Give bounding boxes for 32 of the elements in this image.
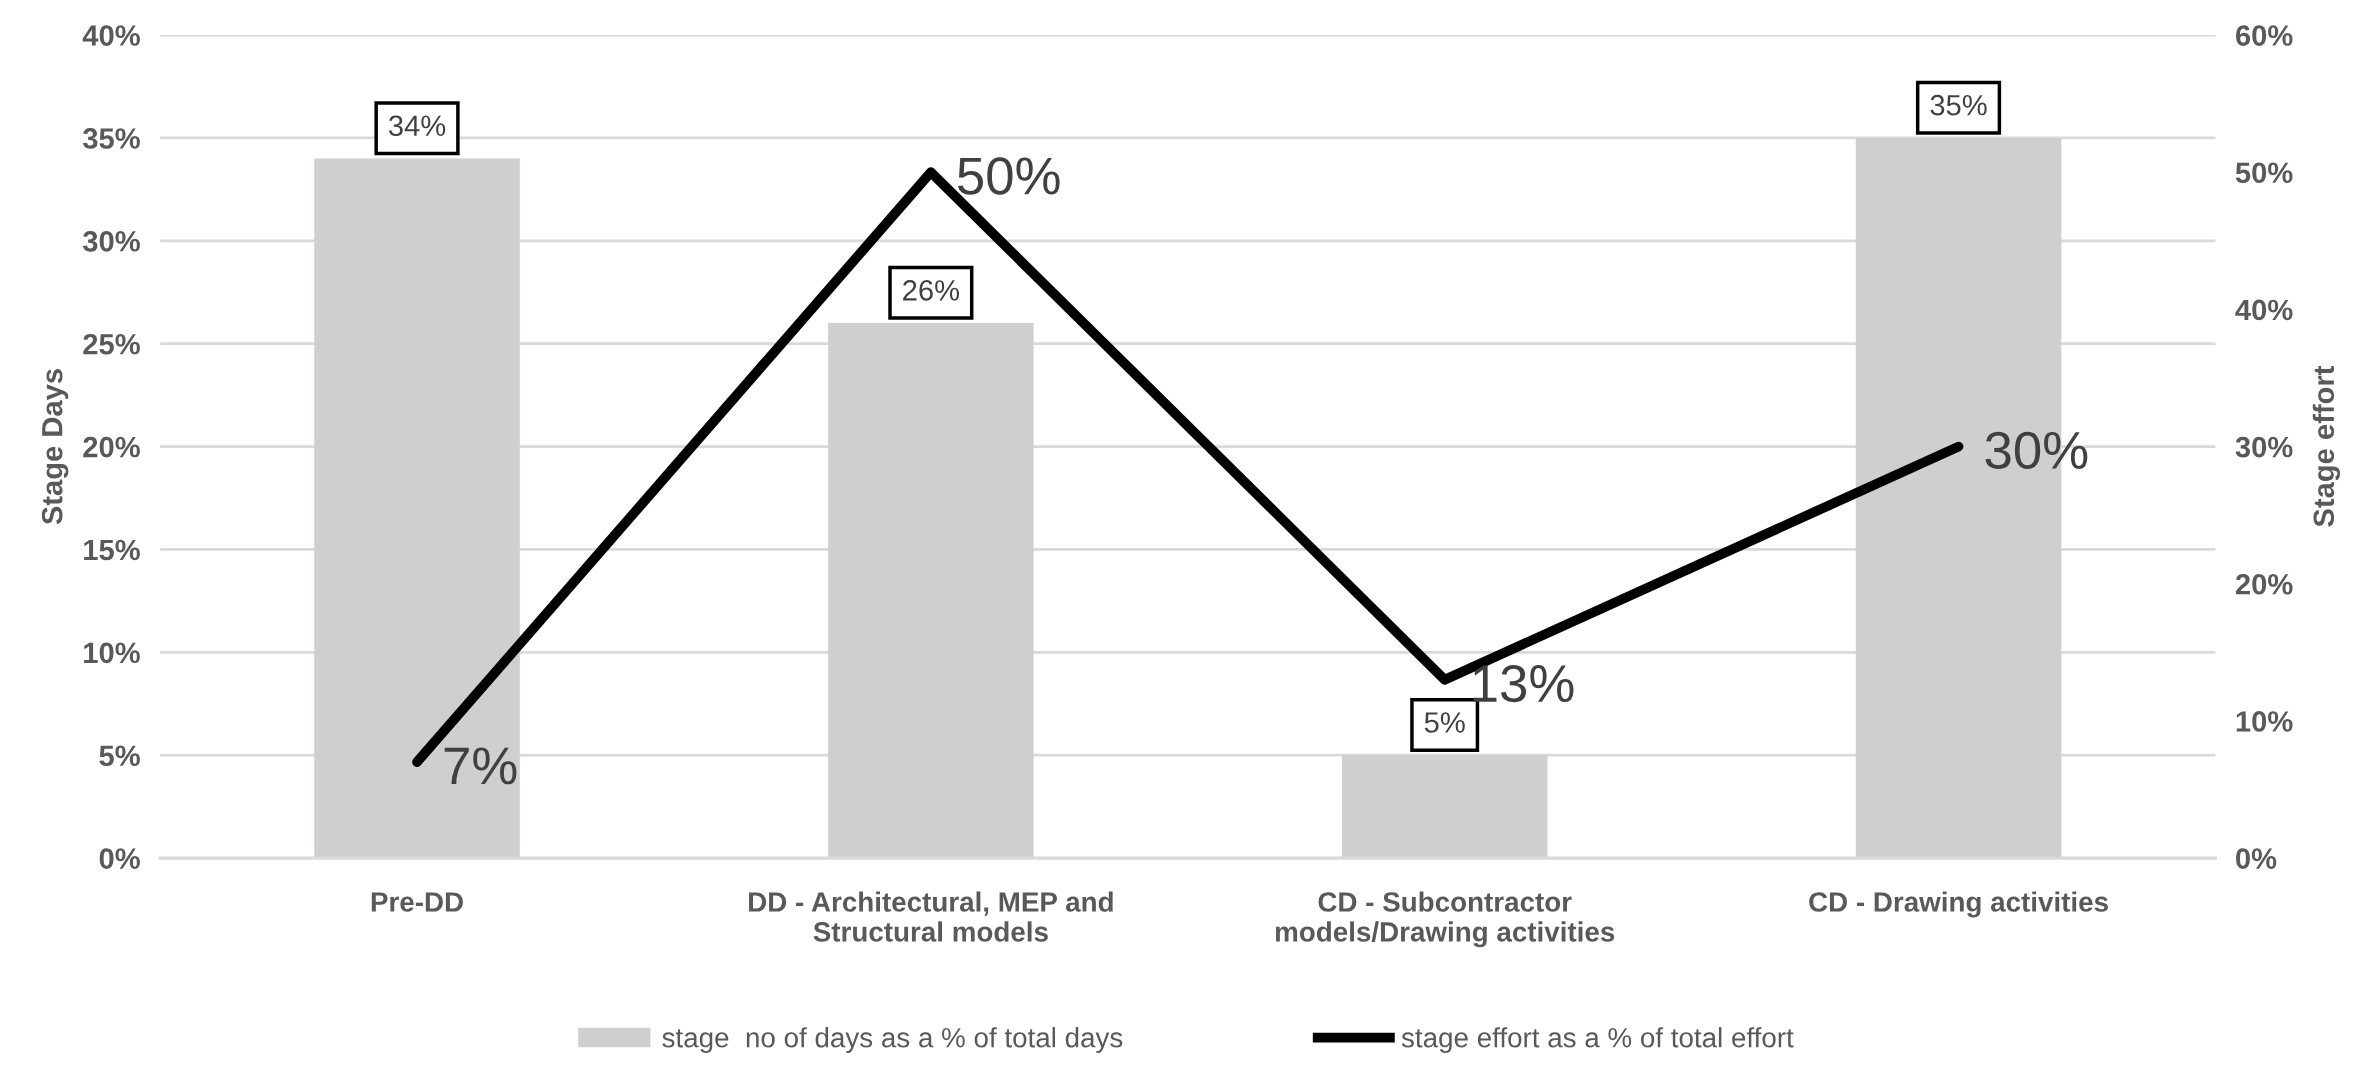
data-label: 26% <box>903 280 960 301</box>
data-label: 5% <box>1424 712 1465 733</box>
x-tick-label: DD - Architectural, MEP and Structural models <box>749 891 1113 942</box>
y-tick-label: 10% <box>84 642 140 664</box>
y-tick-label: 20% <box>83 436 140 458</box>
x-tick-label: CD - Drawing activities <box>1809 891 2108 918</box>
data-label: 30% <box>1985 431 2088 470</box>
data-label: 35% <box>1930 94 1987 116</box>
y2-tick-label: 30% <box>2235 436 2293 458</box>
y-tick-label: 30% <box>82 231 140 252</box>
x-tick-label: CD - Subcontractor models/Drawing activities <box>1275 891 1615 948</box>
y2-tick-label: 40% <box>2235 299 2293 321</box>
y2-axis-title: Stage effort <box>2312 365 2341 527</box>
y-tick-label: 15% <box>84 539 140 561</box>
data-label: 34% <box>388 115 446 137</box>
y-axis-title: Stage Days <box>41 369 69 525</box>
y-tick-label: 25% <box>83 333 140 355</box>
data-label: 7% <box>444 747 517 785</box>
x-tick-label: Pre-DD <box>371 892 463 912</box>
y-tick-label: 40% <box>82 25 140 46</box>
y2-tick-label: 50% <box>2235 162 2293 184</box>
y-tick-label: 5% <box>99 745 140 767</box>
y2-tick-label: 0% <box>2236 848 2277 869</box>
y-tick-label: 0% <box>99 848 140 869</box>
y-tick-label: 35% <box>82 128 140 149</box>
y2-tick-label: 20% <box>2235 573 2293 595</box>
y2-tick-label: 60% <box>2235 25 2293 46</box>
data-label: 50% <box>957 157 1060 195</box>
data-label: 13% <box>1473 664 1574 703</box>
legend-label: stage effort as a % of total effort <box>1401 1027 1794 1053</box>
y2-tick-label: 10% <box>2236 711 2293 732</box>
legend-label: stage no of days as a % of total days <box>662 1027 1123 1053</box>
